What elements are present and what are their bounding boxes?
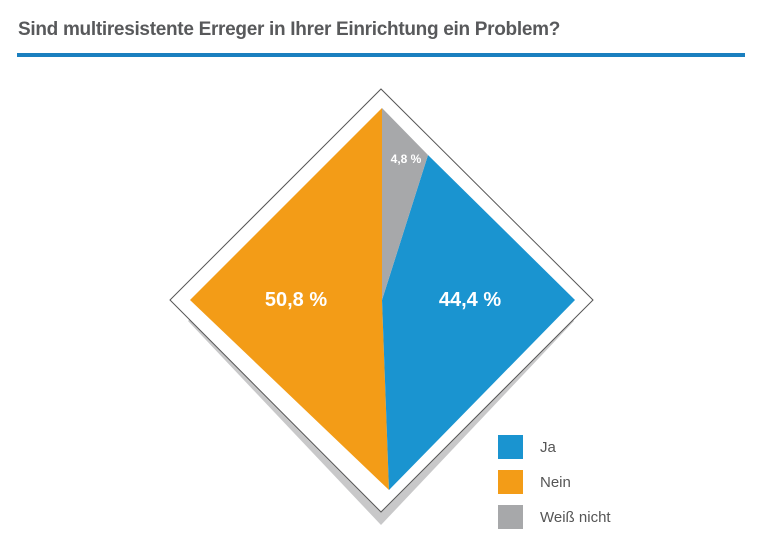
legend-item-ja: Ja: [498, 435, 556, 459]
legend-swatch-weiss-nicht: [498, 505, 523, 529]
slice-weiss-nicht: [382, 108, 428, 300]
legend-label-weiss-nicht: Weiß nicht: [540, 508, 611, 526]
slice-ja: [382, 155, 575, 490]
title-divider: [17, 53, 745, 57]
chart-title: Sind multiresistente Erreger in Ihrer Ei…: [18, 19, 561, 40]
legend-swatch-nein: [498, 470, 523, 494]
legend-label-ja: Ja: [540, 438, 556, 456]
slice-nein: [190, 108, 389, 490]
label-nein: 50,8 %: [265, 289, 327, 311]
label-weiss-nicht: 4,8 %: [391, 152, 422, 166]
label-ja: 44,4 %: [439, 289, 501, 311]
legend-swatch-ja: [498, 435, 523, 459]
legend-label-nein: Nein: [540, 473, 571, 491]
legend-item-nein: Nein: [498, 470, 571, 494]
legend-item-weiss-nicht: Weiß nicht: [498, 505, 611, 529]
